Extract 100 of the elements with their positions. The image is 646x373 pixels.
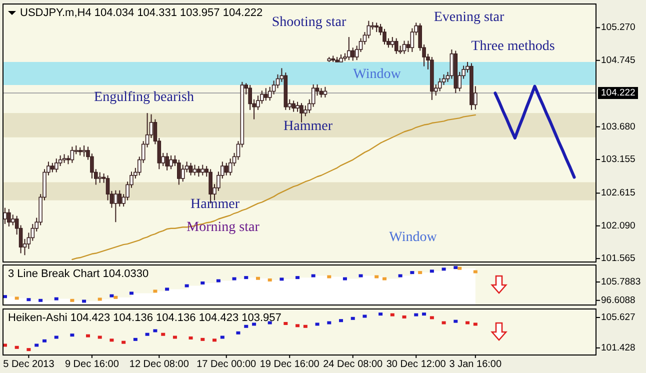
point xyxy=(110,338,114,342)
point xyxy=(342,277,347,280)
point xyxy=(26,298,31,302)
point xyxy=(86,334,90,338)
point xyxy=(14,346,19,349)
point xyxy=(153,290,158,293)
candlestick xyxy=(402,40,406,54)
point xyxy=(473,322,478,326)
point xyxy=(327,321,332,324)
candlestick xyxy=(296,101,300,112)
candlestick xyxy=(177,159,181,186)
point xyxy=(315,322,320,326)
x-tick-label: 17 Dec 00:00 xyxy=(196,359,257,370)
point xyxy=(70,334,74,337)
point xyxy=(410,271,414,274)
point xyxy=(244,276,248,280)
point xyxy=(244,324,248,328)
x-tick-label: 9 Dec 16:00 xyxy=(64,359,120,370)
point xyxy=(454,320,458,323)
point xyxy=(458,266,462,270)
candlestick xyxy=(200,164,205,176)
candlestick xyxy=(228,158,232,176)
y-tick-label: 104.745 xyxy=(601,54,636,66)
point xyxy=(38,298,43,302)
point xyxy=(98,298,102,301)
point xyxy=(114,296,118,299)
y-tick-label: 102.090 xyxy=(601,220,636,232)
point xyxy=(110,294,114,298)
point xyxy=(374,275,379,278)
annotation: Window xyxy=(353,67,402,82)
point xyxy=(232,277,236,280)
point xyxy=(390,313,394,316)
candlestick xyxy=(374,22,378,33)
point xyxy=(188,336,193,340)
point xyxy=(165,288,170,291)
point xyxy=(200,338,205,341)
line-series xyxy=(494,84,576,179)
point xyxy=(34,344,39,347)
point xyxy=(473,270,478,274)
candlestick xyxy=(354,45,359,61)
point xyxy=(54,297,58,300)
x-tick-label: 24 Dec 08:00 xyxy=(323,359,384,370)
ref-line-label: 104.222 xyxy=(601,88,636,99)
point xyxy=(256,276,260,280)
point xyxy=(153,329,158,332)
point xyxy=(382,277,386,280)
candlestick xyxy=(114,190,118,223)
candlestick xyxy=(165,152,169,171)
candlestick xyxy=(180,164,185,182)
point xyxy=(430,270,434,273)
candlestick xyxy=(192,164,197,176)
candlestick xyxy=(292,100,296,112)
point xyxy=(362,314,367,318)
candlestick xyxy=(382,28,386,46)
candlestick xyxy=(347,36,351,61)
point xyxy=(42,339,47,342)
candlestick xyxy=(264,88,268,102)
annotation: Evening star xyxy=(434,10,505,26)
point xyxy=(311,274,316,278)
point xyxy=(236,331,240,334)
chart-title: 3 Line Break Chart 104.0330 xyxy=(8,268,149,280)
y-tick-label: 102.615 xyxy=(601,188,636,199)
y-tick-label: 105.270 xyxy=(601,22,636,34)
candlestick xyxy=(390,36,394,48)
point xyxy=(418,271,422,274)
point xyxy=(358,274,363,278)
candlestick xyxy=(394,38,398,54)
point xyxy=(216,279,220,282)
candlestick xyxy=(70,146,74,164)
point xyxy=(98,336,102,339)
y-tick-label: 105.7883 xyxy=(601,276,641,288)
point xyxy=(184,284,189,288)
x-tick-label: 12 Dec 08:00 xyxy=(129,359,190,370)
candlestick xyxy=(319,88,324,98)
candlestick xyxy=(438,78,442,92)
x-tick-label: 3 Jan 16:00 xyxy=(449,359,502,370)
point xyxy=(122,340,126,344)
candlestick xyxy=(366,20,371,39)
y-tick-label: 96.6088 xyxy=(601,294,636,306)
point xyxy=(212,338,217,342)
candlestick xyxy=(50,162,54,173)
candlestick xyxy=(54,158,58,173)
y-tick-label: 101.428 xyxy=(601,342,636,354)
point xyxy=(280,278,284,281)
candlestick xyxy=(10,214,15,226)
annotation: Window xyxy=(389,230,438,246)
point xyxy=(303,324,308,328)
point xyxy=(296,276,300,280)
y-tick-label: 103.680 xyxy=(601,121,636,132)
point xyxy=(284,322,288,325)
chart-title: Heiken-Ashi 104.423 104.136 104.136 104.423 103.957 xyxy=(8,312,282,324)
y-tick-label: 103.155 xyxy=(601,154,636,165)
x-tick-label: 19 Dec 16:00 xyxy=(260,359,320,370)
point xyxy=(129,292,134,295)
chart-title: USDJPY.m,H4 104.034 104.331 103.957 104.222 xyxy=(20,7,263,19)
point xyxy=(327,275,332,278)
point xyxy=(339,319,344,322)
candlestick xyxy=(188,162,193,176)
point xyxy=(172,336,177,339)
point xyxy=(82,300,86,303)
